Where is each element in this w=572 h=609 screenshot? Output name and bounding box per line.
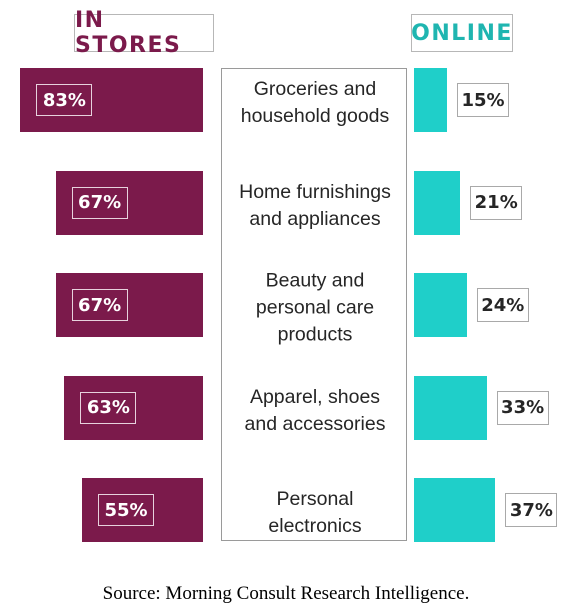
store-value-label: 55% — [98, 494, 154, 526]
category-label: Home furnishings and appliances — [222, 179, 408, 233]
store-value-label: 67% — [71, 186, 128, 219]
category-label-line: Apparel, shoes — [249, 385, 381, 408]
category-label-line: and appliances — [249, 207, 381, 230]
category-label-line: Groceries and — [253, 78, 377, 100]
store-bar — [82, 478, 203, 542]
store-value-label: 67% — [71, 289, 128, 321]
category-label: Groceries and household goods — [222, 76, 408, 130]
online-value-label: 37% — [505, 493, 558, 527]
source-note: Source: Morning Consult Research Intelli… — [102, 583, 470, 604]
online-bar — [414, 375, 487, 440]
online-header: ONLINE — [411, 14, 513, 52]
online-value-label: 21% — [470, 185, 523, 220]
store-value-label: 63% — [80, 391, 137, 424]
in-stores-header: IN STORES — [74, 8, 214, 58]
online-bar — [414, 478, 496, 542]
category-label-line: Personal — [276, 488, 354, 510]
category-label-line: household goods — [240, 105, 390, 127]
store-bar — [64, 375, 203, 440]
category-label-line: electronics — [268, 515, 362, 537]
category-label-line: products — [277, 323, 353, 346]
store-value-label: 83% — [36, 84, 93, 116]
online-bar — [414, 170, 461, 235]
category-label: Apparel, shoes and accessories — [222, 384, 408, 438]
store-bar — [55, 170, 203, 235]
online-value-label: 33% — [496, 390, 549, 425]
category-label-line: personal care — [255, 296, 375, 319]
category-label-line: Beauty and — [265, 269, 365, 292]
online-value-label: 15% — [457, 83, 509, 117]
category-label-line: Home furnishings — [239, 180, 391, 203]
category-label: Personal electronics — [222, 486, 408, 540]
category-label-line: and accessories — [244, 412, 386, 435]
online-bar — [414, 273, 467, 337]
category-label: Beauty and personal care products — [222, 268, 408, 349]
store-bar — [20, 68, 203, 132]
online-bar — [414, 68, 447, 132]
online-value-label: 24% — [476, 288, 529, 322]
category-column: Groceries and household goods Home furnish… — [221, 68, 407, 541]
store-bar — [55, 273, 203, 337]
